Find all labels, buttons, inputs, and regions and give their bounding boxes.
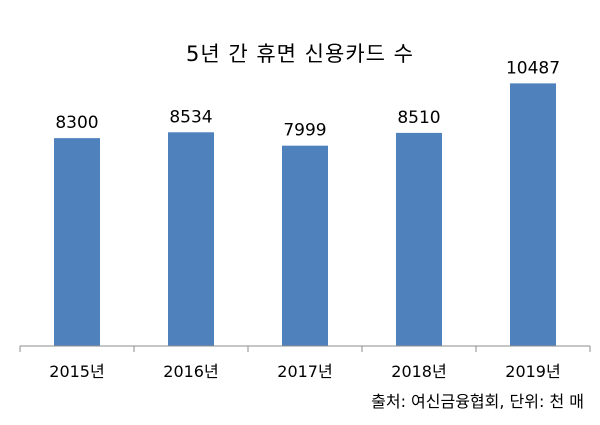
data-label: 8300 <box>55 113 98 133</box>
chart-title: 5년 간 휴면 신용카드 수 <box>186 42 414 66</box>
x-axis: 2015년 2016년 2017년 2018년 2019년 <box>19 345 591 381</box>
bar-2017년 <box>282 145 328 346</box>
bar-2018년 <box>396 132 442 346</box>
x-tick-label: 2017년 <box>277 362 332 381</box>
data-labels-layer: 8300 8534 7999 8510 10487 <box>55 58 560 140</box>
source-note: 출처: 여신금융협회, 단위: 천 매 <box>371 392 584 411</box>
data-label: 10487 <box>506 58 560 78</box>
x-tick-label: 2018년 <box>391 362 446 381</box>
bar-2019년 <box>510 83 556 346</box>
x-tick-label: 2019년 <box>505 362 560 381</box>
data-label: 8534 <box>169 107 212 127</box>
bars-layer <box>54 83 556 346</box>
x-tick-label: 2016년 <box>163 362 218 381</box>
data-label: 7999 <box>283 121 326 141</box>
bar-2015년 <box>54 138 100 346</box>
x-tick-label: 2015년 <box>49 362 104 381</box>
bar-2016년 <box>168 132 214 346</box>
data-label: 8510 <box>397 108 440 128</box>
